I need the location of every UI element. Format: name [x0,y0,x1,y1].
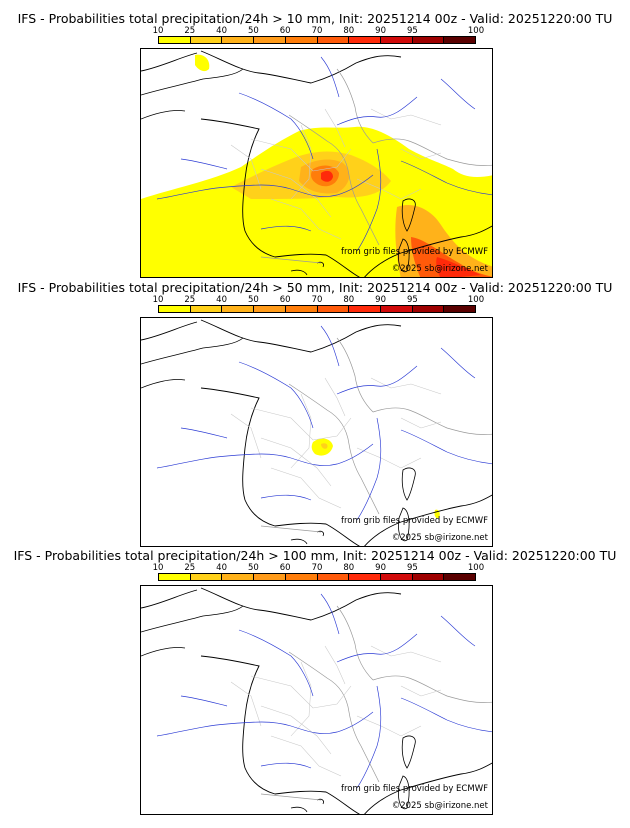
scale-color-cell [444,574,476,580]
scale-tick-label: 60 [279,295,291,305]
scale-color-cell [254,37,286,43]
scale-color-cell [190,574,223,580]
scale-tick-label: 80 [343,295,355,305]
data-source-credit: from grib files provided by ECMWF [341,784,488,794]
scale-tick-label: 25 [184,26,196,36]
probability-map: from grib files provided by ECMWF ©2025 … [140,48,493,278]
scale-color-cell [444,37,476,43]
scale-color-cell [285,306,318,312]
color-scale [158,36,476,44]
scale-color-cell [349,37,381,43]
scale-tick-label: 100 [467,563,485,573]
panel-100mm: IFS - Probabilities total precipitation/… [0,537,630,815]
data-source-credit: from grib files provided by ECMWF [341,516,488,526]
data-source-credit: from grib files provided by ECMWF [341,247,488,257]
scale-tick-label: 70 [311,563,323,573]
scale-color-cell [317,574,350,580]
scale-color-cell [380,574,413,580]
scale-tick-label: 10 [152,295,164,305]
scale-tick-label: 40 [216,563,228,573]
scale-tick-label: 70 [311,295,323,305]
scale-color-cell [254,574,286,580]
scale-color-cell [412,37,445,43]
scale-tick-label: 90 [375,26,387,36]
scale-tick-label: 25 [184,295,196,305]
scale-tick-label: 70 [311,26,323,36]
color-scale [158,573,476,581]
color-scale [158,305,476,313]
scale-color-cell [349,306,381,312]
scale-color-cell [349,574,381,580]
scale-color-cell [317,306,350,312]
scale-tick-label: 10 [152,26,164,36]
scale-tick-label: 95 [406,26,418,36]
scale-tick-label: 60 [279,563,291,573]
panel-title: IFS - Probabilities total precipitation/… [17,11,613,26]
scale-tick-label: 90 [375,563,387,573]
panel-50mm: IFS - Probabilities total precipitation/… [0,269,630,547]
probability-map: from grib files provided by ECMWF ©2025 … [140,585,493,815]
copyright-credit: ©2025 sb@irizone.net [391,264,488,274]
precip-field [141,54,492,277]
panel-title: IFS - Probabilities total precipitation/… [17,280,613,295]
scale-color-cell [159,37,191,43]
scale-color-cell [317,37,350,43]
scale-tick-label: 50 [247,563,259,573]
copyright-credit: ©2025 sb@irizone.net [391,801,488,811]
scale-color-cell [222,574,255,580]
precip-field [311,438,440,519]
scale-color-cell [380,306,413,312]
scale-color-cell [159,574,191,580]
map-canvas [141,50,492,277]
probability-map: from grib files provided by ECMWF ©2025 … [140,317,493,547]
scale-tick-label: 95 [406,563,418,573]
scale-color-cell [254,306,286,312]
panel-title: IFS - Probabilities total precipitation/… [13,548,617,563]
scale-tick-label: 60 [279,26,291,36]
scale-color-cell [380,37,413,43]
scale-tick-label: 40 [216,26,228,36]
scale-tick-label: 25 [184,563,196,573]
scale-color-cell [285,574,318,580]
map-canvas [141,587,492,814]
scale-tick-label: 50 [247,26,259,36]
scale-tick-label: 10 [152,563,164,573]
scale-color-cell [285,37,318,43]
panel-10mm: IFS - Probabilities total precipitation/… [0,0,630,278]
scale-tick-label: 95 [406,295,418,305]
scale-color-cell [222,306,255,312]
scale-color-cell [222,37,255,43]
map-canvas [141,319,492,546]
scale-tick-label: 50 [247,295,259,305]
scale-tick-label: 90 [375,295,387,305]
scale-tick-label: 80 [343,563,355,573]
scale-color-cell [412,306,445,312]
copyright-credit: ©2025 sb@irizone.net [391,533,488,543]
scale-tick-label: 40 [216,295,228,305]
scale-tick-label: 100 [467,26,485,36]
scale-color-cell [444,306,476,312]
scale-color-cell [190,37,223,43]
scale-color-cell [159,306,191,312]
scale-color-cell [190,306,223,312]
scale-tick-label: 80 [343,26,355,36]
scale-tick-label: 100 [467,295,485,305]
scale-color-cell [412,574,445,580]
